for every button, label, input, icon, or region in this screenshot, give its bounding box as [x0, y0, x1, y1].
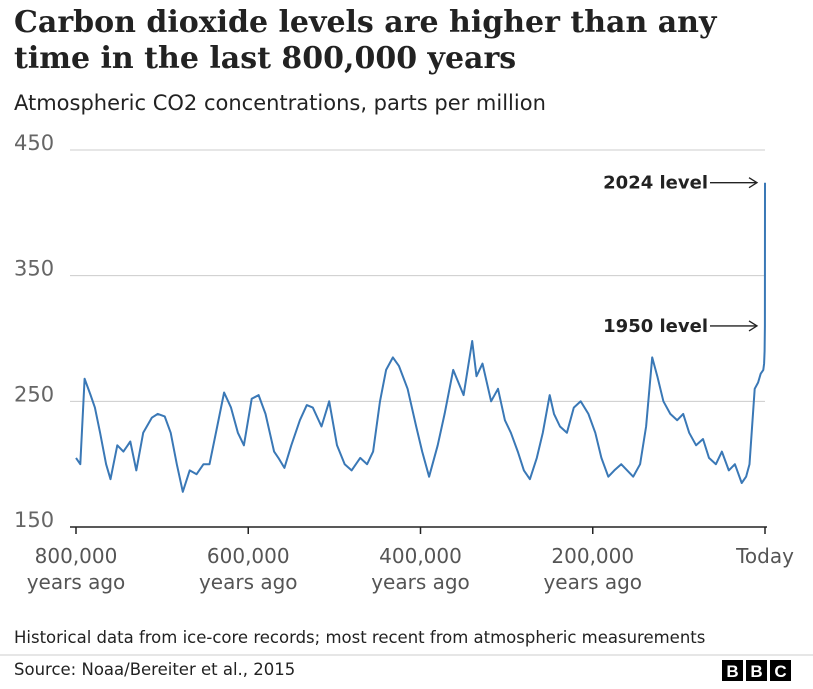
logo-box — [746, 660, 767, 681]
x-tick-label: 200,000 years ago — [543, 544, 642, 594]
y-tick-label: 350 — [14, 257, 54, 281]
y-tick-label: 150 — [14, 508, 54, 532]
logo-letter: C — [774, 662, 786, 681]
annotation-arrowhead — [748, 177, 759, 189]
annotation-arrowhead — [748, 320, 759, 332]
logo-letter: B — [726, 662, 738, 681]
x-tick-label: 400,000 years ago — [371, 544, 470, 594]
x-tick-label: 800,000 years ago — [27, 544, 126, 594]
y-tick-label: 450 — [14, 131, 54, 155]
logo-letter: B — [750, 662, 762, 681]
logo-box — [770, 660, 791, 681]
annotation: 1950 level — [603, 316, 708, 337]
co2-line — [75, 182, 766, 493]
x-tick-label: Today — [735, 544, 794, 568]
x-tick-label: 600,000 years ago — [199, 544, 298, 594]
y-tick-label: 250 — [14, 382, 54, 406]
chart-subtitle: Atmospheric CO2 concentrations, parts pe… — [14, 91, 546, 115]
footnote: Historical data from ice-core records; m… — [14, 628, 705, 647]
chart-title: Carbon dioxide levels are higher than an… — [14, 5, 718, 76]
logo-box — [722, 660, 743, 681]
annotation: 2024 level — [603, 173, 708, 194]
source: Source: Noaa/Bereiter et al., 2015 — [14, 660, 295, 679]
